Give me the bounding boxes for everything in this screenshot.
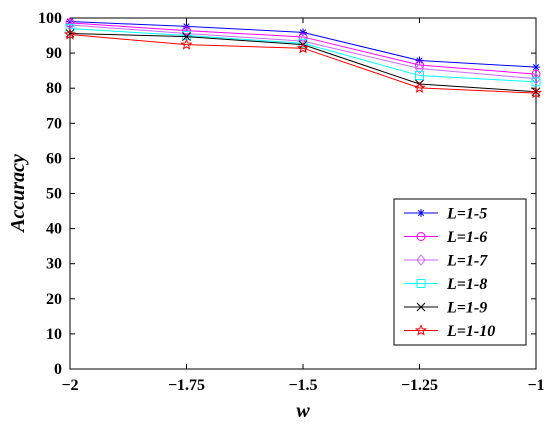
y-tick-label: 40 bbox=[46, 221, 62, 238]
data-point bbox=[531, 72, 541, 85]
x-tick-label: −1 bbox=[527, 377, 544, 394]
data-point bbox=[416, 232, 426, 241]
data-point bbox=[416, 254, 426, 266]
legend-label: L=1-9 bbox=[446, 300, 487, 317]
y-tick-label: 50 bbox=[46, 186, 62, 203]
y-tick-label: 80 bbox=[46, 80, 62, 97]
data-point bbox=[417, 209, 425, 217]
x-tick-label: −1.25 bbox=[401, 377, 438, 394]
y-tick-label: 30 bbox=[46, 256, 62, 273]
legend-label: L=1-7 bbox=[446, 253, 488, 270]
legend-entry: L=1-9 bbox=[404, 300, 487, 317]
data-point bbox=[182, 26, 191, 36]
data-point bbox=[414, 324, 428, 336]
data-point bbox=[298, 38, 308, 48]
data-point bbox=[416, 57, 423, 64]
data-point bbox=[532, 63, 540, 71]
x-tick-label: −1.5 bbox=[288, 377, 317, 394]
legend-label: L=1-10 bbox=[446, 323, 495, 340]
legend-label: L=1-6 bbox=[446, 229, 487, 246]
x-tick-label: −2 bbox=[61, 377, 78, 394]
data-point bbox=[531, 77, 541, 87]
x-axis-label: w bbox=[296, 400, 310, 422]
series-L=1-10 bbox=[63, 28, 543, 99]
data-point bbox=[299, 29, 307, 36]
legend-label: L=1-8 bbox=[446, 276, 487, 293]
y-tick-label: 70 bbox=[46, 115, 62, 132]
legend-box bbox=[393, 198, 527, 346]
legend-entry: L=1-6 bbox=[404, 229, 487, 246]
data-point bbox=[298, 40, 308, 50]
legend-label: L=1-5 bbox=[446, 206, 487, 223]
y-tick-label: 0 bbox=[54, 361, 62, 378]
legend-entry: L=1-8 bbox=[404, 276, 487, 293]
data-point bbox=[413, 81, 426, 93]
data-point bbox=[180, 38, 193, 50]
y-tick-label: 20 bbox=[46, 291, 62, 308]
y-tick-label: 10 bbox=[46, 326, 62, 343]
x-tick-label: −1.75 bbox=[168, 377, 205, 394]
data-point bbox=[529, 86, 543, 99]
data-point bbox=[414, 62, 425, 75]
legend-entry: L=1-5 bbox=[404, 206, 487, 223]
data-point bbox=[65, 24, 75, 34]
series-line bbox=[69, 24, 537, 80]
axis-ticks: 0 10 20 30 40 50 60 70 80 90 100 −2 −1.75 −1.5 −1.25 −1 bbox=[38, 10, 545, 394]
data-point bbox=[296, 41, 310, 54]
data-point bbox=[65, 18, 75, 28]
data-point bbox=[182, 32, 191, 41]
legend: L=1-5 L=1-6 L=1-7 L=1-8 L=1-9 L=1-10 bbox=[393, 198, 527, 346]
legend-entry: L=1-7 bbox=[404, 253, 488, 270]
series-line bbox=[69, 34, 537, 94]
data-point bbox=[416, 279, 426, 288]
legend-entry: L=1-10 bbox=[404, 323, 495, 340]
y-axis-label: Accuracy bbox=[7, 154, 29, 234]
y-tick-label: 90 bbox=[46, 45, 62, 62]
y-tick-label: 60 bbox=[46, 150, 62, 167]
data-point bbox=[416, 302, 426, 312]
series-lines bbox=[63, 17, 543, 99]
y-tick-label: 100 bbox=[38, 10, 62, 27]
data-point bbox=[63, 28, 77, 40]
data-point bbox=[415, 71, 424, 81]
